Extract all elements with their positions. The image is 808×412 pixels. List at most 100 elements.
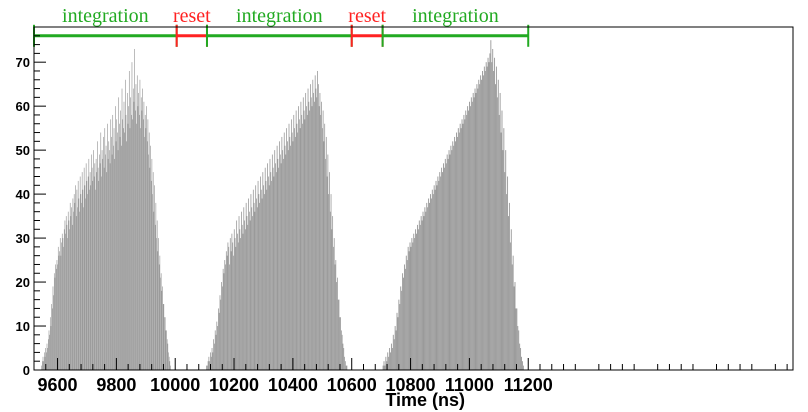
- histogram-bar: [140, 128, 141, 370]
- x-tick-label: 10200: [209, 375, 259, 395]
- histogram-bar: [500, 132, 502, 370]
- histogram-bar: [508, 202, 510, 370]
- histogram-bar: [484, 70, 486, 370]
- histogram-bar: [116, 119, 118, 370]
- histogram-bar: [140, 97, 142, 370]
- histogram-bar: [505, 150, 507, 370]
- histogram-bar: [448, 150, 450, 370]
- histogram-bar: [458, 132, 460, 370]
- histogram-bar: [401, 290, 403, 370]
- histogram-bar: [99, 163, 101, 370]
- histogram-bar: [123, 128, 124, 370]
- histogram-bar: [322, 110, 324, 371]
- histogram-bar: [335, 260, 337, 370]
- histogram-bar: [94, 163, 96, 370]
- histogram-bar: [280, 163, 282, 370]
- histogram-bar: [496, 97, 498, 370]
- histogram-bar: [245, 202, 247, 370]
- histogram-bar: [115, 106, 116, 371]
- histogram-bar: [270, 172, 272, 370]
- histogram-bar: [437, 176, 439, 370]
- histogram-bar: [307, 88, 309, 371]
- histogram-bar: [126, 141, 127, 370]
- histogram-bar: [154, 185, 155, 370]
- histogram-bar: [313, 92, 314, 370]
- histogram-bar: [277, 158, 279, 370]
- histogram-bar: [385, 356, 387, 370]
- histogram-bar: [481, 79, 483, 371]
- histogram-bar: [253, 202, 255, 370]
- histogram-bar: [242, 233, 244, 370]
- histogram-bar: [273, 176, 275, 370]
- histogram-bar: [232, 242, 234, 370]
- histogram-bar: [336, 282, 337, 370]
- histogram-bar: [512, 255, 514, 370]
- histogram-bar: [278, 167, 280, 370]
- histogram-bar: [148, 154, 149, 370]
- histogram-bar: [58, 255, 60, 370]
- histogram-bar: [522, 365, 524, 370]
- histogram-bar: [227, 242, 229, 370]
- y-tick-label: 40: [16, 187, 30, 202]
- histogram-bar: [439, 172, 441, 370]
- histogram-bar: [298, 106, 299, 371]
- x-tick-label: 10000: [150, 375, 200, 395]
- histogram-bar: [99, 154, 100, 370]
- histogram-bar: [92, 180, 94, 370]
- histogram-bar: [151, 158, 153, 370]
- phase-label: reset: [173, 5, 211, 27]
- histogram-bar: [79, 176, 81, 370]
- histogram-bar: [139, 79, 141, 371]
- histogram-bar: [435, 180, 437, 370]
- histogram-bar: [105, 145, 107, 370]
- histogram-bar: [224, 260, 226, 370]
- histogram-bar: [396, 312, 398, 370]
- histogram-bar: [169, 361, 171, 370]
- histogram-bar: [424, 207, 426, 370]
- histogram-bar: [91, 154, 92, 370]
- histogram-bar: [429, 194, 431, 370]
- histogram-bar: [108, 141, 110, 370]
- histogram-bar: [84, 185, 86, 370]
- histogram-bar: [346, 365, 348, 370]
- histogram-bar: [61, 233, 63, 370]
- histogram-bar: [229, 264, 230, 370]
- histogram-bar: [146, 106, 147, 371]
- histogram-bar: [221, 282, 222, 370]
- histogram-bar: [510, 229, 512, 370]
- histogram-bar: [137, 106, 139, 371]
- histogram-bar: [513, 286, 515, 370]
- y-tick-label: 50: [16, 143, 30, 158]
- histogram-bar: [338, 299, 340, 370]
- histogram-bar: [306, 114, 308, 370]
- histogram-bar: [284, 145, 286, 370]
- histogram-bar: [89, 189, 90, 370]
- histogram-bar: [259, 202, 261, 370]
- histogram-bar: [402, 273, 404, 370]
- x-axis: 9600 9800 10000 10200 10400 10600 10800 11000 11…: [33, 358, 788, 395]
- histogram-bar: [75, 216, 77, 370]
- histogram-bar: [521, 356, 522, 370]
- histogram-bar: [453, 145, 455, 370]
- histogram-bar: [244, 220, 245, 370]
- histogram-bar: [340, 317, 341, 370]
- phase-annotations: integration reset integration reset integrat…: [33, 5, 530, 47]
- histogram-bar: [248, 211, 250, 370]
- histogram-bar: [63, 246, 64, 370]
- histogram-bar: [53, 295, 54, 370]
- histogram-bar: [443, 167, 445, 370]
- histogram-bar: [115, 141, 117, 370]
- histogram-bar: [317, 70, 318, 370]
- histogram-bar: [302, 123, 303, 370]
- histogram-bar: [292, 141, 294, 370]
- histogram-bar: [132, 88, 134, 371]
- histogram-bar: [318, 106, 320, 371]
- histogram-bar: [237, 242, 239, 370]
- histogram-bar: [454, 136, 456, 370]
- y-tick-label: 10: [16, 319, 30, 334]
- histogram-bar: [41, 365, 43, 370]
- histogram-bar: [303, 110, 305, 371]
- histogram-bar: [269, 158, 271, 370]
- histogram-bar: [86, 180, 88, 370]
- histogram-bar: [390, 352, 391, 370]
